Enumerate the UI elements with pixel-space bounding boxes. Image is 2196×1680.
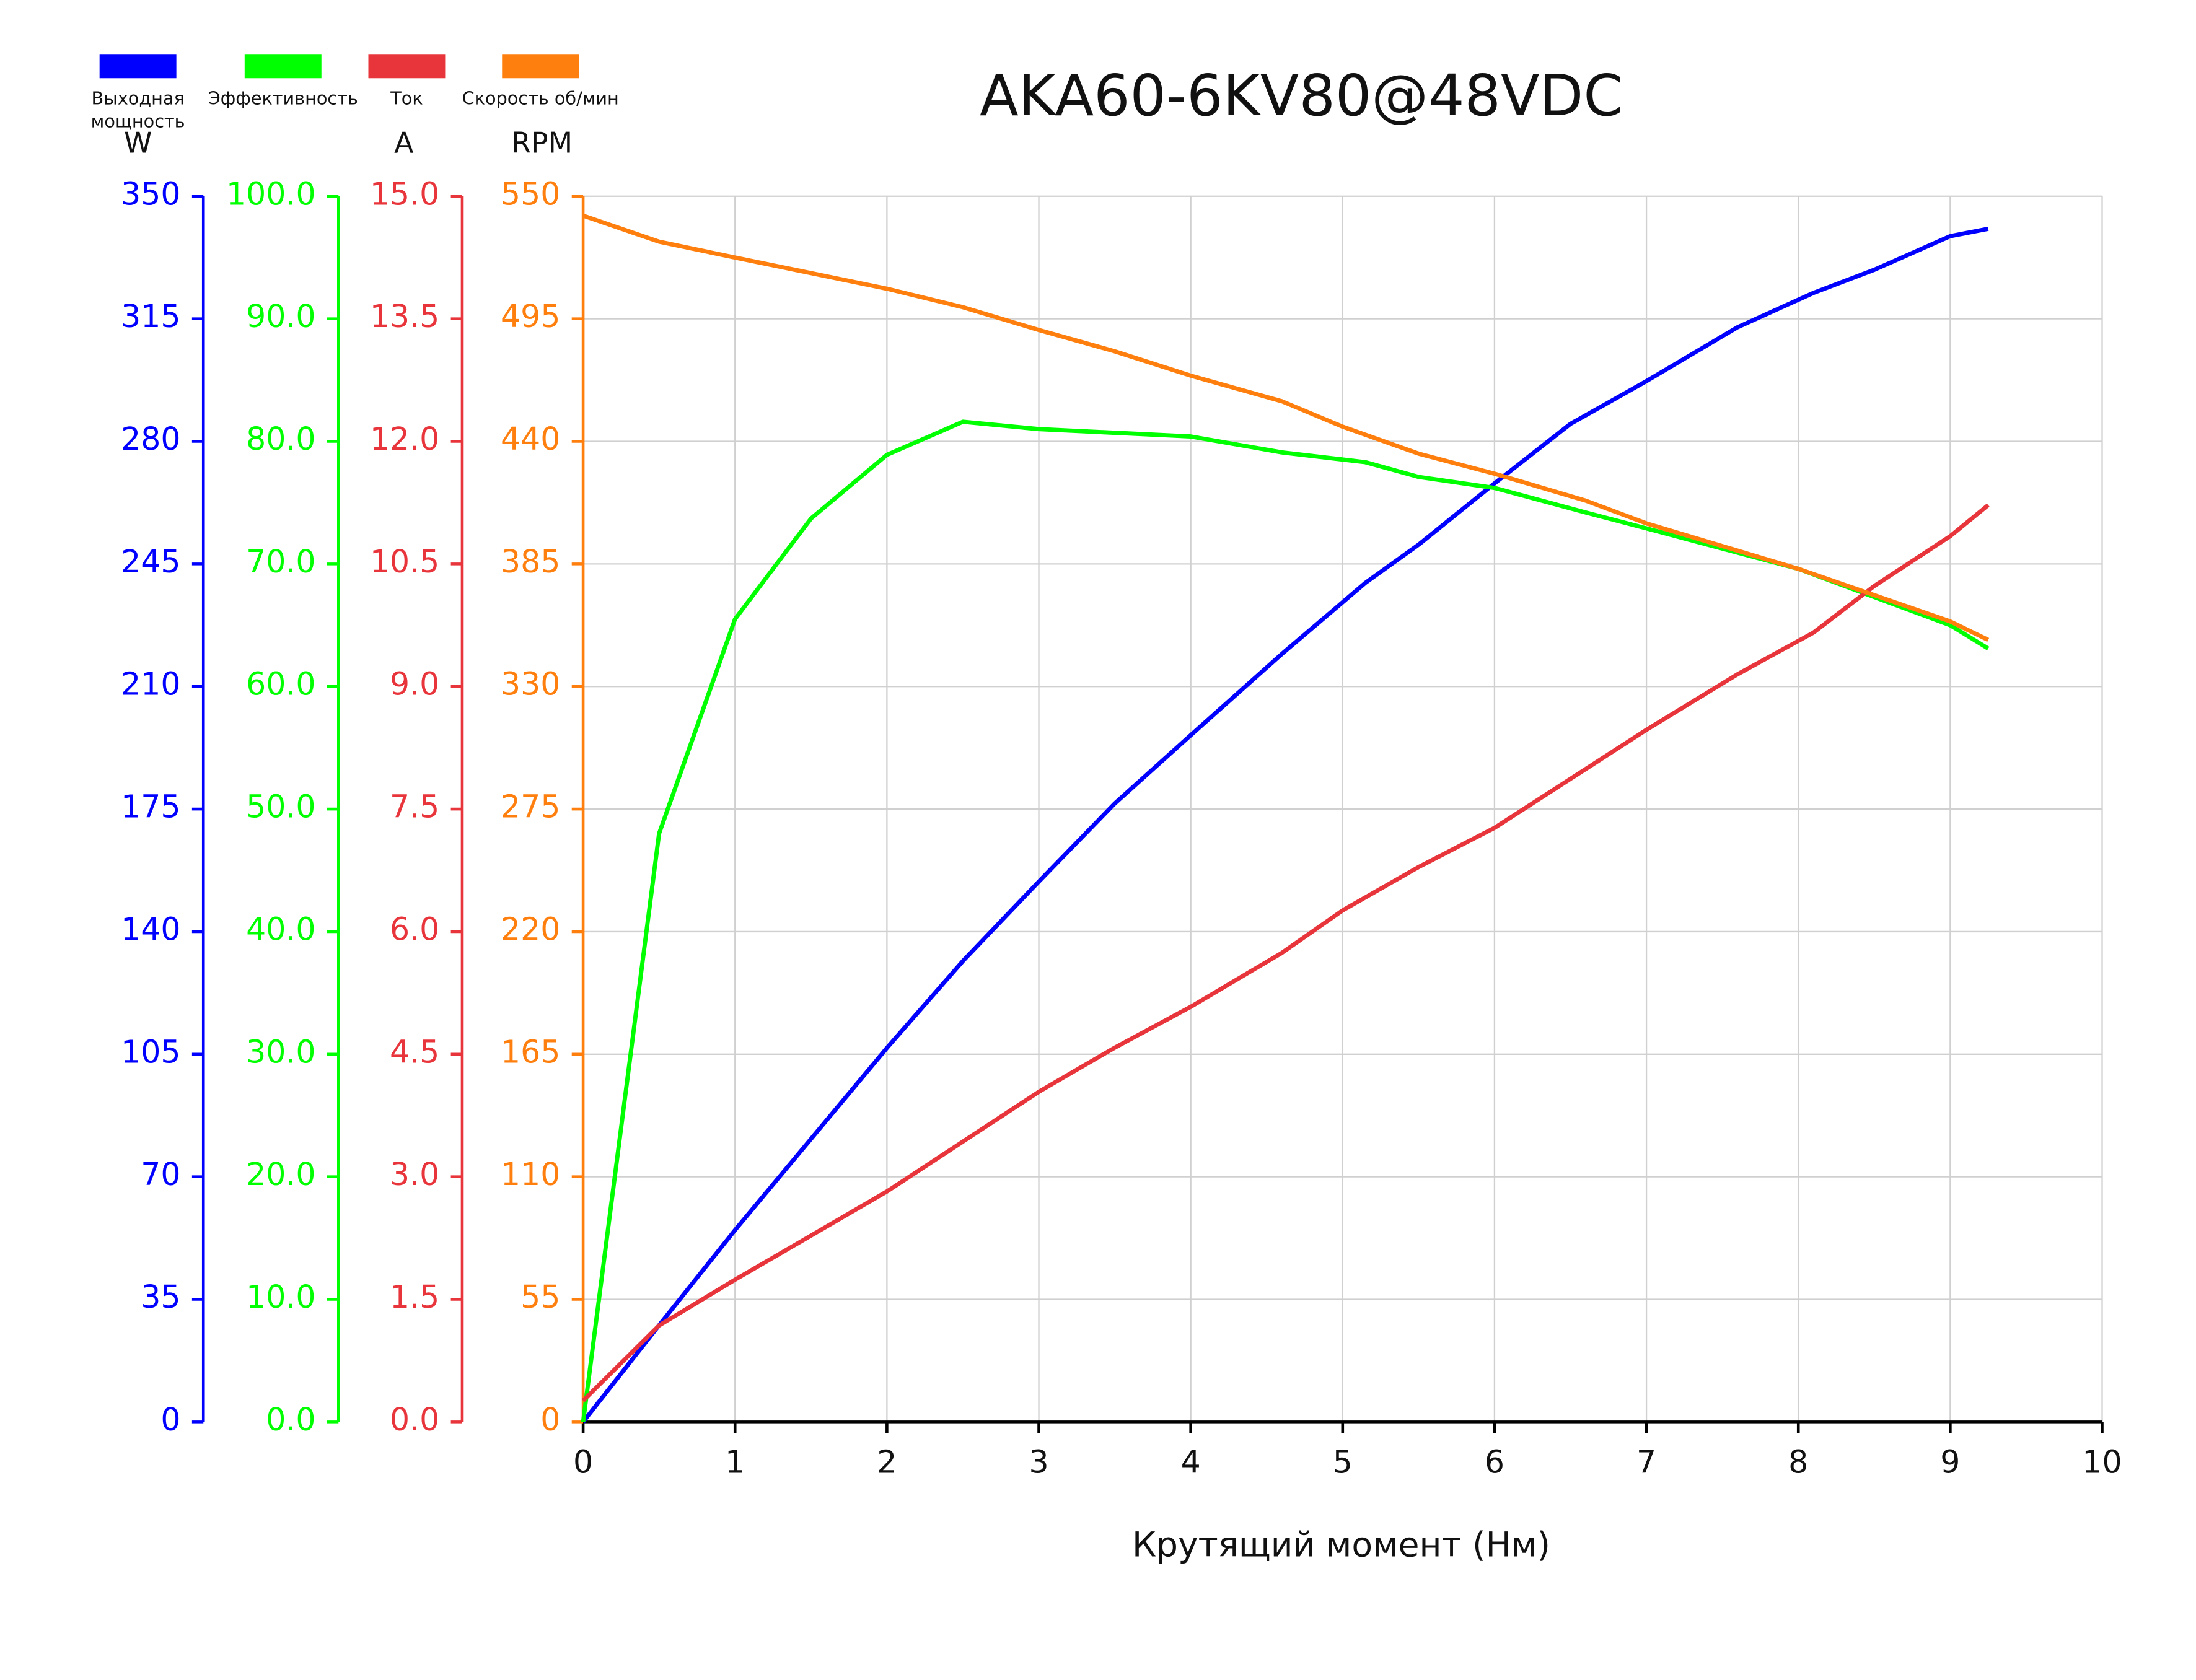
- y-tick-label: 495: [501, 298, 560, 335]
- y-tick-label: 50.0: [246, 789, 315, 825]
- y-tick-label: 0: [540, 1401, 560, 1438]
- y-tick-label: 110: [501, 1156, 560, 1192]
- y-tick-label: 1.5: [390, 1279, 439, 1315]
- series-line: [581, 419, 1990, 1422]
- y-tick-label: 175: [121, 789, 180, 825]
- x-tick-label: 5: [1333, 1444, 1353, 1481]
- legend-swatch: [368, 54, 446, 79]
- x-tick-label: 9: [1940, 1444, 1960, 1481]
- x-tick-label: 2: [877, 1444, 897, 1481]
- y-tick-label: 30.0: [246, 1033, 315, 1070]
- y-tick-label: 9.0: [390, 666, 439, 702]
- y-axis-title: W: [124, 126, 152, 160]
- y-tick-label: 6.0: [390, 911, 439, 947]
- legend-swatch: [502, 54, 579, 79]
- y-tick-label: 210: [121, 666, 180, 702]
- y-tick-label: 90.0: [246, 298, 315, 335]
- y-tick-label: 0: [160, 1401, 180, 1438]
- x-tick-label: 6: [1485, 1444, 1504, 1481]
- y-axis-title: A: [394, 126, 414, 160]
- y-tick-label: 385: [501, 543, 560, 580]
- y-tick-label: 330: [501, 666, 560, 702]
- y-tick-label: 4.5: [390, 1033, 439, 1070]
- y-tick-label: 0.0: [266, 1401, 315, 1438]
- y-tick-label: 140: [121, 911, 180, 947]
- y-axis-title: RPM: [511, 126, 573, 160]
- legend-label: Выходная мощность: [91, 88, 185, 132]
- y-tick-label: 550: [501, 175, 560, 212]
- y-tick-label: 60.0: [246, 666, 315, 702]
- y-tick-label: 280: [121, 421, 180, 457]
- x-tick-label: 10: [2082, 1444, 2122, 1481]
- y-tick-label: 3.0: [390, 1156, 439, 1192]
- y-tick-label: 10.0: [246, 1279, 315, 1315]
- legend-swatch: [99, 54, 177, 79]
- y-tick-label: 70: [141, 1156, 180, 1192]
- y-tick-label: 315: [121, 298, 180, 335]
- y-tick-label: 55: [520, 1279, 560, 1315]
- y-tick-label: 15.0: [370, 175, 439, 212]
- series-line: [581, 503, 1990, 1402]
- x-tick-label: 7: [1636, 1444, 1656, 1481]
- chart-title: AKA60-6KV80@48VDC: [980, 63, 1623, 129]
- y-tick-label: 100.0: [226, 175, 316, 212]
- legend-label: Скорость об/мин: [462, 88, 619, 109]
- y-tick-label: 40.0: [246, 911, 315, 947]
- y-tick-label: 350: [121, 175, 180, 212]
- y-tick-label: 0.0: [390, 1401, 439, 1438]
- y-tick-label: 80.0: [246, 421, 315, 457]
- y-tick-label: 105: [121, 1033, 180, 1070]
- x-axis-title: Крутящий момент (Нм): [1132, 1525, 1550, 1564]
- y-tick-label: 7.5: [390, 789, 439, 825]
- x-tick-label: 3: [1029, 1444, 1048, 1481]
- x-tick-label: 4: [1181, 1444, 1201, 1481]
- legend-label: Эффективность: [208, 88, 358, 109]
- y-tick-label: 70.0: [246, 543, 315, 580]
- y-tick-label: 275: [501, 789, 560, 825]
- legend-swatch: [244, 54, 322, 79]
- y-tick-label: 245: [121, 543, 180, 580]
- y-tick-label: 12.0: [370, 421, 439, 457]
- y-tick-label: 35: [141, 1279, 180, 1315]
- legend-label: Ток: [390, 88, 423, 109]
- y-tick-label: 165: [501, 1033, 560, 1070]
- y-tick-label: 440: [501, 421, 560, 457]
- series-line: [581, 226, 1989, 1424]
- y-tick-label: 13.5: [370, 298, 439, 335]
- x-tick-label: 0: [573, 1444, 593, 1481]
- y-tick-label: 20.0: [246, 1156, 315, 1192]
- y-tick-label: 220: [501, 911, 560, 947]
- series-line: [582, 213, 1990, 642]
- x-tick-label: 1: [725, 1444, 745, 1481]
- x-tick-label: 8: [1788, 1444, 1808, 1481]
- y-tick-label: 10.5: [370, 543, 439, 580]
